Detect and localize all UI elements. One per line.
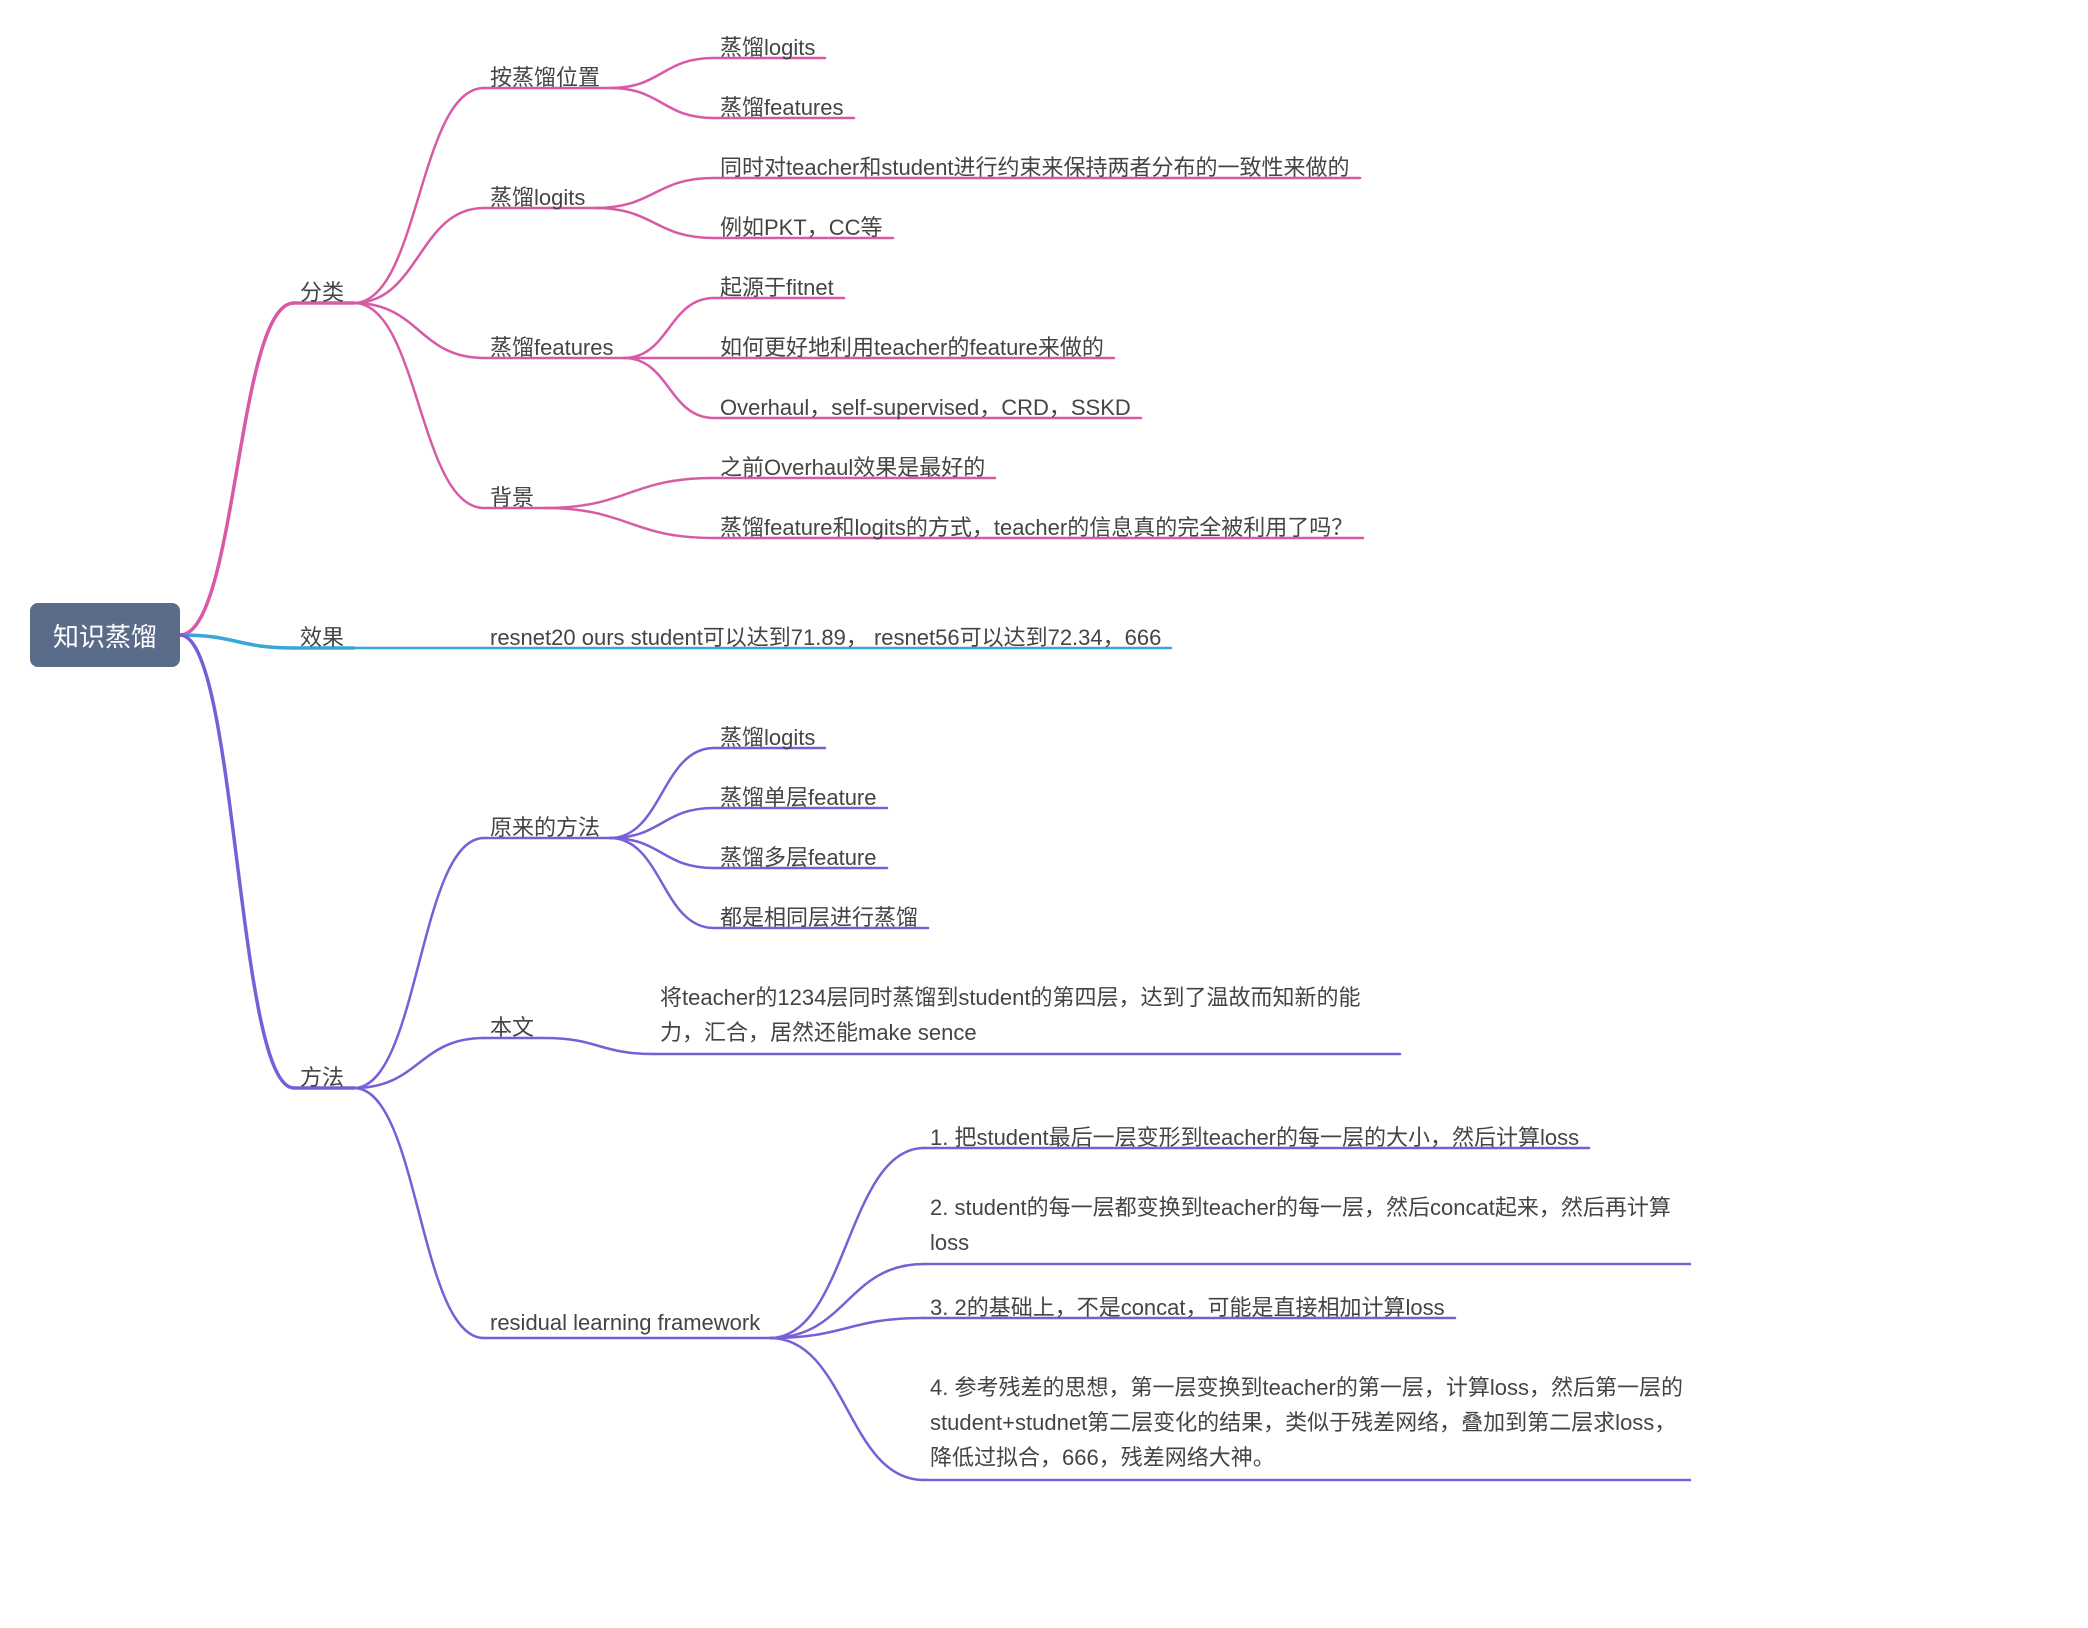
leaf-label: 例如PKT，CC等 (720, 210, 883, 245)
leaf-label: 蒸馏多层feature (720, 840, 877, 875)
leaf-label: 之前Overhaul效果是最好的 (720, 450, 985, 485)
node-label: 蒸馏logits (490, 180, 585, 212)
leaf-label: 3. 2的基础上，不是concat，可能是直接相加计算loss (930, 1290, 1445, 1325)
mindmap-container: 知识蒸馏分类按蒸馏位置蒸馏logits蒸馏features蒸馏logits同时对… (0, 0, 2088, 1628)
leaf-label: 同时对teacher和student进行约束来保持两者分布的一致性来做的 (720, 150, 1350, 185)
leaf-label: 蒸馏单层feature (720, 780, 877, 815)
leaf-label: 都是相同层进行蒸馏 (720, 900, 918, 935)
leaf-label: 蒸馏feature和logits的方式，teacher的信息真的完全被利用了吗？ (720, 510, 1353, 545)
leaf-label: 将teacher的1234层同时蒸馏到student的第四层，达到了温故而知新的… (660, 980, 1400, 1050)
leaf-label: 如何更好地利用teacher的feature来做的 (720, 330, 1104, 365)
branch-label: 分类 (300, 275, 344, 307)
node-label: 本文 (490, 1010, 534, 1042)
branch-label: 效果 (300, 620, 344, 652)
node-label: residual learning framework (490, 1310, 760, 1336)
root-node: 知识蒸馏 (30, 603, 180, 667)
leaf-label: 2. student的每一层都变换到teacher的每一层，然后concat起来… (930, 1190, 1690, 1260)
node-label: 按蒸馏位置 (490, 60, 600, 92)
leaf-label: 蒸馏features (720, 90, 844, 125)
leaf-label: Overhaul，self-supervised，CRD，SSKD (720, 390, 1131, 425)
leaf-label: resnet20 ours student可以达到71.89， resnet56… (490, 620, 1161, 655)
leaf-label: 4. 参考残差的思想，第一层变换到teacher的第一层，计算loss，然后第一… (930, 1370, 1690, 1476)
branch-label: 方法 (300, 1060, 344, 1092)
node-label: 蒸馏features (490, 330, 614, 362)
node-label: 背景 (490, 480, 534, 512)
node-label: 原来的方法 (490, 810, 600, 842)
leaf-label: 1. 把student最后一层变形到teacher的每一层的大小，然后计算los… (930, 1120, 1579, 1155)
leaf-label: 蒸馏logits (720, 30, 815, 65)
leaf-label: 蒸馏logits (720, 720, 815, 755)
leaf-label: 起源于fitnet (720, 270, 834, 305)
